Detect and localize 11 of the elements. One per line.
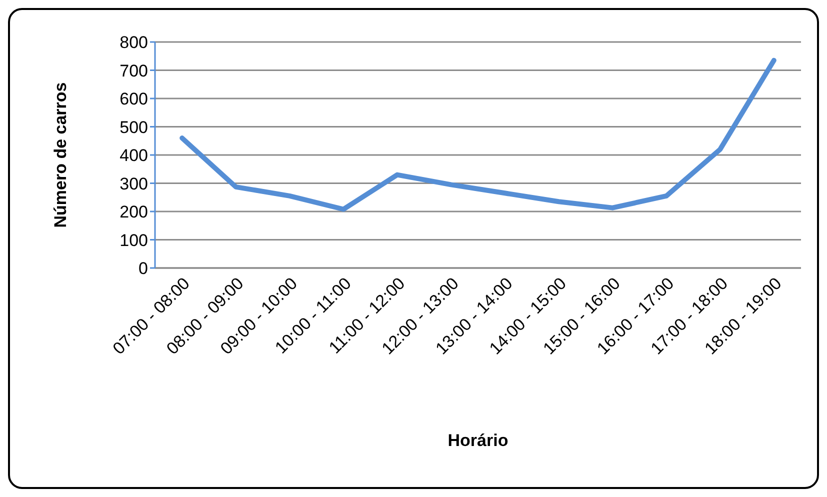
y-tick-label: 0 xyxy=(138,259,148,278)
y-tick-label: 100 xyxy=(120,230,148,250)
y-tick-label: 200 xyxy=(120,202,148,222)
x-axis-title: Horário xyxy=(448,431,508,450)
y-tick-label: 300 xyxy=(120,174,148,194)
y-tick-label: 400 xyxy=(120,146,148,166)
y-tick-label: 700 xyxy=(120,61,148,80)
y-tick-label: 800 xyxy=(120,33,148,52)
y-tick-label: 600 xyxy=(120,90,148,109)
y-tick-label: 500 xyxy=(120,118,148,137)
y-axis-title: Número de carros xyxy=(51,82,70,228)
